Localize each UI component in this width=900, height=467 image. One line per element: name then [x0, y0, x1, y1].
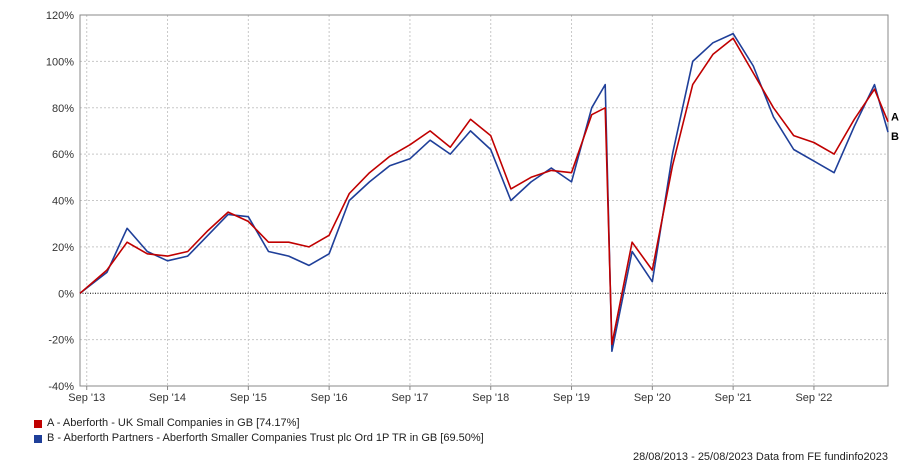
series-end-labels: AB [891, 112, 899, 143]
legend-label-a: A - Aberforth - UK Small Companies in GB… [47, 417, 300, 429]
legend-label-b: B - Aberforth Partners - Aberforth Small… [47, 432, 484, 444]
end-label-a: A [891, 112, 899, 124]
x-tick-label: Sep '16 [311, 392, 348, 404]
legend-item-a: A - Aberforth - UK Small Companies in GB… [34, 416, 484, 431]
series-line-a [79, 37, 889, 346]
y-tick-label: 100% [46, 56, 74, 68]
x-tick-label: Sep '14 [149, 392, 186, 404]
y-tick-label: -40% [48, 381, 74, 393]
x-tick-label: Sep '21 [715, 392, 752, 404]
legend-item-b: B - Aberforth Partners - Aberforth Small… [34, 431, 484, 446]
x-tick-label: Sep '20 [634, 392, 671, 404]
series-line-b [79, 32, 889, 353]
x-tick-label: Sep '18 [472, 392, 509, 404]
gridlines [80, 14, 888, 387]
date-range-source: 28/08/2013 - 25/08/2023 Data from FE fun… [632, 451, 888, 463]
legend-swatch-a [34, 419, 42, 428]
legend: A - Aberforth - UK Small Companies in GB… [34, 416, 484, 446]
x-tick-label: Sep '22 [795, 392, 832, 404]
y-tick-label: -20% [48, 335, 74, 347]
y-axis-ticks: 120% 100% 80% 60% 40% 20% 0% -20% -40% [46, 10, 74, 393]
x-tick-label: Sep '13 [68, 392, 105, 404]
y-tick-label: 60% [52, 149, 74, 161]
end-label-b: B [891, 131, 899, 143]
x-axis-ticks: Sep '13 Sep '14 Sep '15 Sep '16 Sep '17 Sep '… [68, 386, 832, 404]
x-tick-label: Sep '17 [391, 392, 428, 404]
y-tick-label: 20% [52, 242, 74, 254]
x-tick-label: Sep '19 [553, 392, 590, 404]
series-lines [79, 32, 889, 353]
line-chart: 120%100%80%60%40%20%0%-20%-40% Sep '13 Se… [46, 10, 899, 404]
legend-swatch-b [34, 434, 42, 443]
y-tick-label: 120% [46, 10, 74, 22]
plot-area-border [79, 14, 889, 387]
x-tick-label: Sep '15 [230, 392, 267, 404]
y-tick-label: 80% [52, 103, 74, 115]
y-tick-label: 40% [52, 196, 74, 208]
y-tick-label: 0% [58, 288, 74, 300]
